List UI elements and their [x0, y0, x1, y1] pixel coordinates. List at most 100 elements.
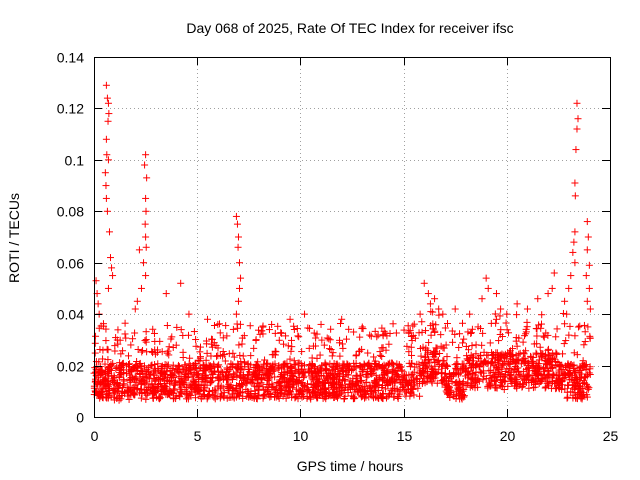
data-point	[308, 373, 316, 381]
data-point	[212, 386, 220, 394]
data-point	[356, 362, 364, 370]
data-point	[192, 336, 200, 344]
data-point	[457, 366, 465, 374]
data-point	[513, 364, 521, 372]
data-point	[407, 390, 415, 398]
data-point	[482, 374, 490, 382]
data-point	[453, 378, 461, 386]
data-point	[444, 390, 452, 398]
data-point	[287, 375, 295, 383]
data-point	[579, 389, 587, 397]
data-point	[351, 363, 359, 371]
data-point	[443, 374, 451, 382]
data-point	[291, 369, 299, 377]
data-point	[191, 384, 199, 392]
data-point	[281, 368, 289, 376]
data-point	[295, 373, 303, 381]
data-point	[484, 360, 492, 368]
data-point	[251, 389, 259, 397]
data-point	[560, 340, 568, 348]
data-point	[472, 362, 480, 370]
data-point	[243, 392, 251, 400]
data-point	[585, 261, 593, 269]
data-point	[310, 387, 318, 395]
data-point	[142, 272, 150, 280]
data-point	[448, 327, 456, 335]
data-point	[305, 344, 313, 352]
data-point	[550, 269, 558, 277]
data-point	[494, 365, 502, 373]
data-point	[569, 248, 577, 256]
data-point	[562, 337, 570, 345]
data-point	[224, 387, 232, 395]
data-point	[289, 381, 297, 389]
data-point	[533, 350, 541, 358]
data-point	[119, 384, 127, 392]
data-point	[271, 360, 279, 368]
data-point	[405, 328, 413, 336]
data-point	[142, 194, 150, 202]
data-point	[214, 368, 222, 376]
data-point	[443, 353, 451, 361]
data-point	[310, 329, 318, 337]
data-point	[104, 364, 112, 372]
data-point	[541, 365, 549, 373]
data-point	[492, 290, 500, 298]
data-point	[468, 325, 476, 333]
data-point	[549, 377, 557, 385]
data-point	[532, 349, 540, 357]
data-point	[211, 395, 219, 403]
data-point	[445, 382, 453, 390]
data-point	[252, 336, 260, 344]
data-point	[142, 207, 150, 215]
data-point	[247, 352, 255, 360]
data-point	[127, 391, 135, 399]
data-point	[338, 315, 346, 323]
data-point	[401, 372, 409, 380]
data-point	[372, 380, 380, 388]
data-point	[356, 386, 364, 394]
data-point	[492, 319, 500, 327]
data-point	[177, 279, 185, 287]
data-point	[512, 378, 520, 386]
data-point	[222, 322, 230, 330]
data-point	[326, 336, 334, 344]
data-point	[464, 355, 472, 363]
data-point	[210, 360, 218, 368]
data-point	[359, 366, 367, 374]
data-point	[462, 342, 470, 350]
data-point	[155, 367, 163, 375]
data-point	[427, 331, 435, 339]
data-point	[186, 390, 194, 398]
data-point	[525, 379, 533, 387]
data-point	[525, 371, 533, 379]
data-point	[233, 220, 241, 228]
data-point	[453, 354, 461, 362]
data-point	[352, 359, 360, 367]
data-point	[362, 379, 370, 387]
data-point	[356, 333, 364, 341]
data-point	[583, 297, 591, 305]
data-point	[523, 305, 531, 313]
data-point	[293, 385, 301, 393]
data-point	[268, 320, 276, 328]
data-point	[583, 218, 591, 226]
data-point	[336, 336, 344, 344]
data-point	[484, 284, 492, 292]
data-point	[165, 343, 173, 351]
data-point	[255, 367, 263, 375]
data-point	[316, 390, 324, 398]
data-point	[365, 393, 373, 401]
data-point	[300, 372, 308, 380]
data-point	[149, 325, 157, 333]
data-point	[386, 359, 394, 367]
data-point	[537, 350, 545, 358]
data-point	[499, 360, 507, 368]
data-point	[496, 330, 504, 338]
data-point	[371, 365, 379, 373]
data-point	[160, 371, 168, 379]
data-point	[179, 353, 187, 361]
data-point	[298, 379, 306, 387]
data-point	[312, 334, 320, 342]
data-point	[379, 331, 387, 339]
